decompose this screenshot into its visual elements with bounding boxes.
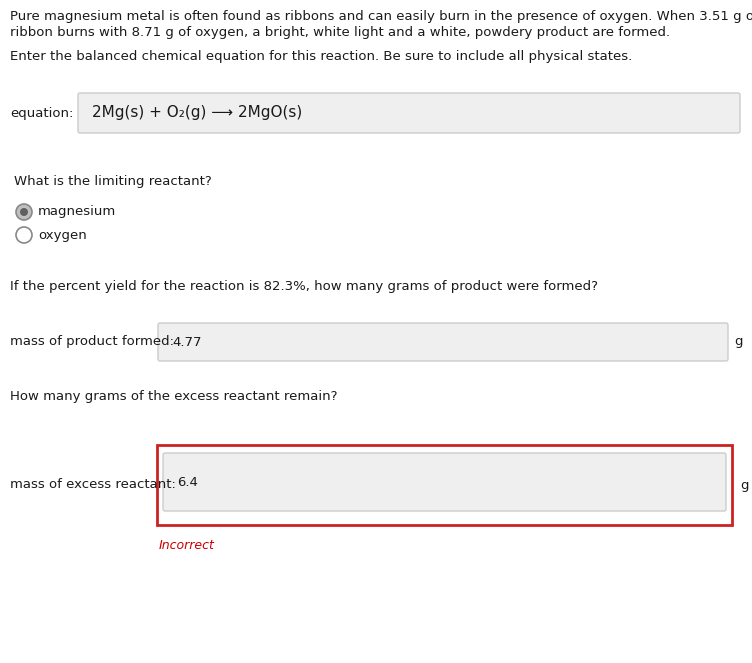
Text: ribbon burns with 8.71 g of oxygen, a bright, white light and a white, powdery p: ribbon burns with 8.71 g of oxygen, a br… [10,26,670,39]
FancyBboxPatch shape [163,453,726,511]
Text: equation:: equation: [10,107,74,119]
Circle shape [16,204,32,220]
Text: 6.4: 6.4 [177,475,198,489]
FancyBboxPatch shape [158,323,728,361]
Text: If the percent yield for the reaction is 82.3%, how many grams of product were f: If the percent yield for the reaction is… [10,280,598,293]
FancyBboxPatch shape [157,445,732,525]
Text: mass of product formed:: mass of product formed: [10,335,174,349]
Text: magnesium: magnesium [38,206,117,219]
Circle shape [20,208,28,216]
Text: Incorrect: Incorrect [159,539,215,552]
Text: g: g [740,479,748,491]
FancyBboxPatch shape [78,93,740,133]
Text: Pure magnesium metal is often found as ribbons and can easily burn in the presen: Pure magnesium metal is often found as r… [10,10,752,23]
Text: 2Mg(s) + O₂(g) ⟶ 2MgO(s): 2Mg(s) + O₂(g) ⟶ 2MgO(s) [92,105,302,121]
Text: Enter the balanced chemical equation for this reaction. Be sure to include all p: Enter the balanced chemical equation for… [10,50,632,63]
Text: mass of excess reactant:: mass of excess reactant: [10,479,176,491]
Text: What is the limiting reactant?: What is the limiting reactant? [14,175,212,188]
Text: g: g [734,335,742,349]
Text: 4.77: 4.77 [172,335,202,349]
Circle shape [16,227,32,243]
Text: How many grams of the excess reactant remain?: How many grams of the excess reactant re… [10,390,338,403]
Text: oxygen: oxygen [38,229,86,241]
